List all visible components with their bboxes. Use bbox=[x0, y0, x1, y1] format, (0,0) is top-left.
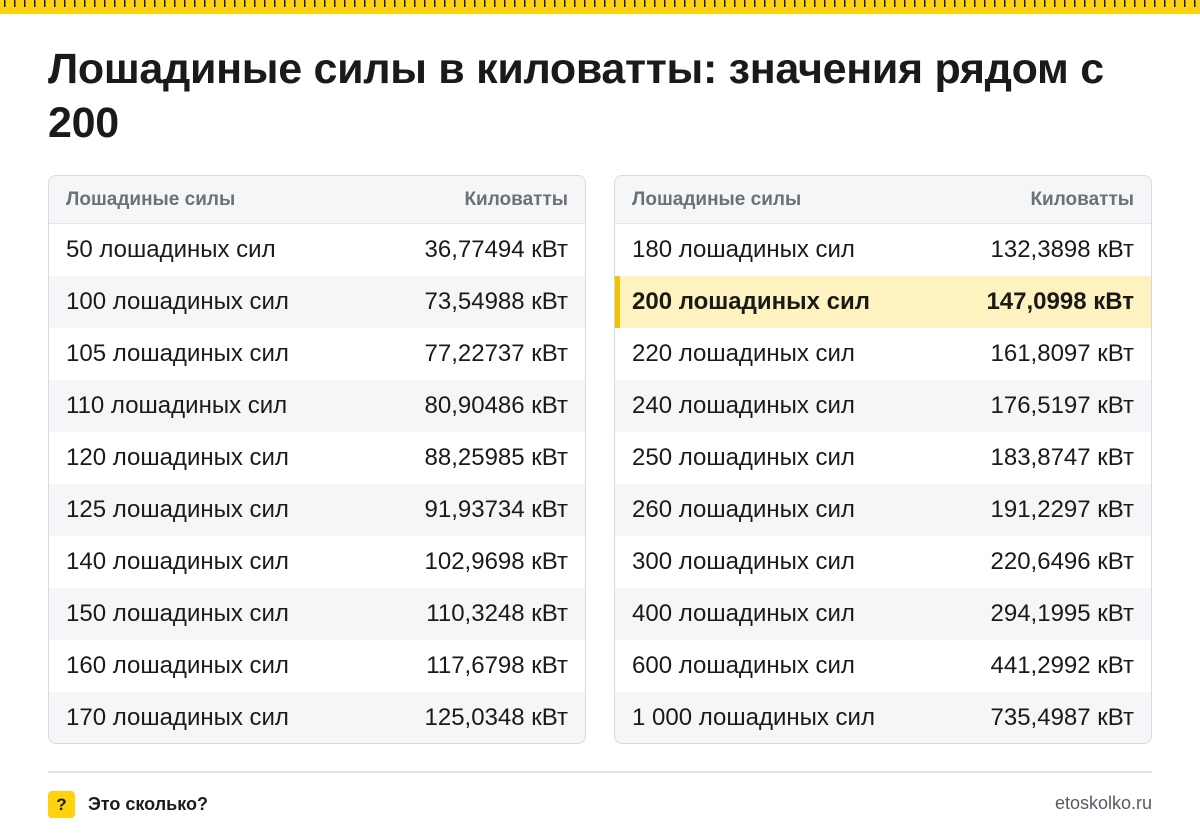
hp-cell: 105 лошадиных сил bbox=[66, 340, 289, 367]
hp-cell: 120 лошадиных сил bbox=[66, 444, 289, 471]
kw-cell: 441,2992 кВт bbox=[990, 652, 1134, 679]
table-row-highlighted: 200 лошадиных сил 147,0998 кВт bbox=[615, 276, 1151, 328]
table-row: 170 лошадиных сил 125,0348 кВт bbox=[49, 692, 585, 743]
table-header: Лошадиные силы Киловатты bbox=[49, 176, 585, 224]
table-row: 250 лошадиных сил 183,8747 кВт bbox=[615, 432, 1151, 484]
hp-cell: 50 лошадиных сил bbox=[66, 236, 276, 263]
hp-cell: 260 лошадиных сил bbox=[632, 496, 855, 523]
hp-cell: 240 лошадиных сил bbox=[632, 392, 855, 419]
table-row: 110 лошадиных сил 80,90486 кВт bbox=[49, 380, 585, 432]
column-header-kw: Киловатты bbox=[1030, 188, 1134, 210]
kw-cell: 161,8097 кВт bbox=[990, 340, 1134, 367]
table-row: 50 лошадиных сил 36,77494 кВт bbox=[49, 224, 585, 276]
kw-cell: 91,93734 кВт bbox=[424, 496, 568, 523]
kw-cell: 77,22737 кВт bbox=[424, 340, 568, 367]
table-row: 300 лошадиных сил 220,6496 кВт bbox=[615, 536, 1151, 588]
table-row: 160 лошадиных сил 117,6798 кВт bbox=[49, 640, 585, 692]
kw-cell: 36,77494 кВт bbox=[424, 236, 568, 263]
hp-cell: 110 лошадиных сил bbox=[66, 392, 288, 419]
hp-cell: 180 лошадиных сил bbox=[632, 236, 855, 263]
hp-cell: 125 лошадиных сил bbox=[66, 496, 289, 523]
table-row: 400 лошадиных сил 294,1995 кВт bbox=[615, 588, 1151, 640]
table-row: 125 лошадиных сил 91,93734 кВт bbox=[49, 484, 585, 536]
table-row: 120 лошадиных сил 88,25985 кВт bbox=[49, 432, 585, 484]
site-link[interactable]: etoskolko.ru bbox=[1054, 793, 1152, 813]
kw-cell: 176,5197 кВт bbox=[990, 392, 1134, 419]
ruler-decoration bbox=[0, 0, 1200, 14]
table-row: 150 лошадиных сил 110,3248 кВт bbox=[49, 588, 585, 640]
hp-cell: 140 лошадиных сил bbox=[66, 548, 289, 575]
kw-cell: 735,4987 кВт bbox=[990, 704, 1134, 731]
kw-cell: 132,3898 кВт bbox=[990, 236, 1134, 263]
question-mark-icon: ? bbox=[48, 791, 75, 818]
conversion-table-left: Лошадиные силы Киловатты 50 лошадиных си… bbox=[48, 175, 586, 744]
column-header-hp: Лошадиные силы bbox=[632, 188, 802, 210]
hp-cell: 170 лошадиных сил bbox=[66, 704, 289, 731]
kw-cell: 191,2297 кВт bbox=[990, 496, 1134, 523]
table-row: 1 000 лошадиных сил 735,4987 кВт bbox=[615, 692, 1151, 743]
kw-cell: 102,9698 кВт bbox=[424, 548, 568, 575]
footer-divider bbox=[48, 771, 1152, 773]
table-header: Лошадиные силы Киловатты bbox=[615, 176, 1151, 224]
kw-cell: 125,0348 кВт bbox=[424, 704, 568, 731]
hp-cell: 600 лошадиных сил bbox=[632, 652, 855, 679]
kw-cell: 147,0998 кВт bbox=[986, 288, 1134, 315]
kw-cell: 88,25985 кВт bbox=[424, 444, 568, 471]
hp-cell: 250 лошадиных сил bbox=[632, 444, 855, 471]
hp-cell: 200 лошадиных сил bbox=[632, 288, 870, 315]
table-row: 100 лошадиных сил 73,54988 кВт bbox=[49, 276, 585, 328]
table-row: 180 лошадиных сил 132,3898 кВт bbox=[615, 224, 1151, 276]
conversion-table-right: Лошадиные силы Киловатты 180 лошадиных с… bbox=[614, 175, 1152, 744]
kw-cell: 80,90486 кВт bbox=[424, 392, 568, 419]
hp-cell: 100 лошадиных сил bbox=[66, 288, 289, 315]
hp-cell: 220 лошадиных сил bbox=[632, 340, 855, 367]
table-row: 240 лошадиных сил 176,5197 кВт bbox=[615, 380, 1151, 432]
table-row: 220 лошадиных сил 161,8097 кВт bbox=[615, 328, 1151, 380]
hp-cell: 400 лошадиных сил bbox=[632, 600, 855, 627]
column-header-hp: Лошадиные силы bbox=[66, 188, 236, 210]
brand-name: Это сколько? bbox=[88, 794, 208, 814]
page-title: Лошадиные силы в киловатты: значения ряд… bbox=[48, 45, 1104, 147]
table-row: 600 лошадиных сил 441,2992 кВт bbox=[615, 640, 1151, 692]
table-row: 260 лошадиных сил 191,2297 кВт bbox=[615, 484, 1151, 536]
kw-cell: 294,1995 кВт bbox=[990, 600, 1134, 627]
table-row: 105 лошадиных сил 77,22737 кВт bbox=[49, 328, 585, 380]
hp-cell: 1 000 лошадиных сил bbox=[632, 704, 875, 731]
hp-cell: 300 лошадиных сил bbox=[632, 548, 855, 575]
brand-logo[interactable]: ? Это сколько? bbox=[48, 791, 208, 818]
hp-cell: 150 лошадиных сил bbox=[66, 600, 289, 627]
table-row: 140 лошадиных сил 102,9698 кВт bbox=[49, 536, 585, 588]
kw-cell: 220,6496 кВт bbox=[990, 548, 1134, 575]
kw-cell: 73,54988 кВт bbox=[424, 288, 568, 315]
kw-cell: 117,6798 кВт bbox=[426, 652, 568, 679]
kw-cell: 110,3248 кВт bbox=[426, 600, 568, 627]
column-header-kw: Киловатты bbox=[464, 188, 568, 210]
hp-cell: 160 лошадиных сил bbox=[66, 652, 289, 679]
kw-cell: 183,8747 кВт bbox=[990, 444, 1134, 471]
